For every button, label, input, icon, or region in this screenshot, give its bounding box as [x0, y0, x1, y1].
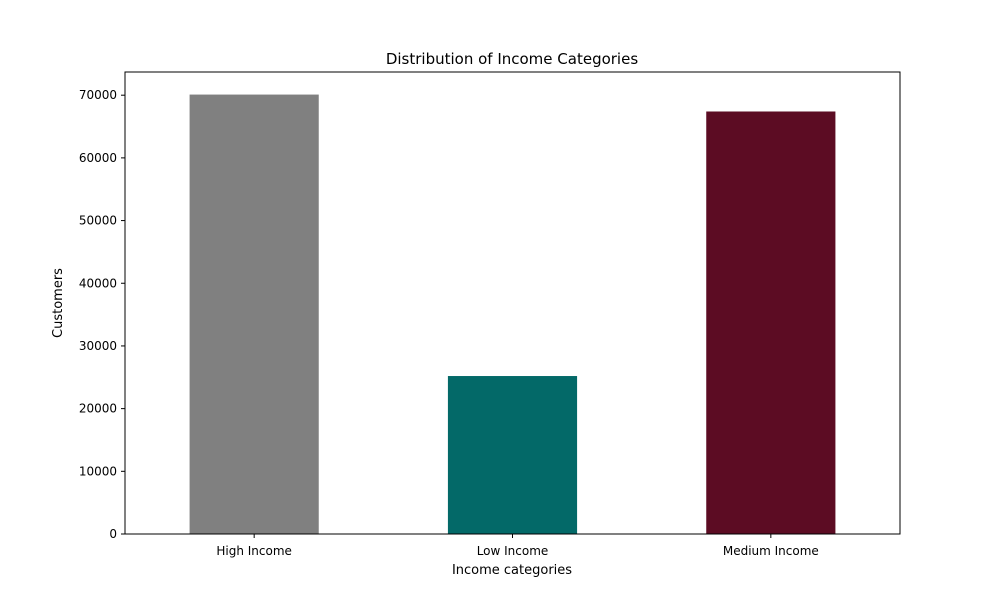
y-tick-label: 70000 — [79, 88, 117, 102]
chart-title: Distribution of Income Categories — [386, 50, 639, 68]
y-axis-label: Customers — [51, 268, 66, 338]
y-tick-label: 20000 — [79, 402, 117, 416]
x-tick-label: High Income — [216, 544, 292, 558]
plot-frame — [124, 71, 901, 535]
bar-low-income — [447, 376, 578, 534]
y-axis-ticks: 0 10000 20000 30000 40000 50000 60000 70000 — [79, 88, 125, 541]
y-tick-label: 50000 — [79, 214, 117, 228]
bar-medium-income — [706, 111, 836, 534]
x-axis-label: Income categories — [452, 563, 572, 578]
bars-group — [189, 94, 836, 534]
y-tick-label: 0 — [109, 527, 117, 541]
y-tick-label: 60000 — [79, 151, 117, 165]
x-tick-label: Low Income — [477, 544, 549, 558]
x-axis-ticks: High Income Low Income Medium Income — [216, 534, 819, 558]
y-tick-label: 10000 — [79, 464, 117, 478]
x-tick-label: Medium Income — [723, 544, 819, 558]
y-tick-label: 40000 — [79, 276, 117, 290]
y-tick-label: 30000 — [79, 339, 117, 353]
bar-high-income — [189, 94, 319, 534]
